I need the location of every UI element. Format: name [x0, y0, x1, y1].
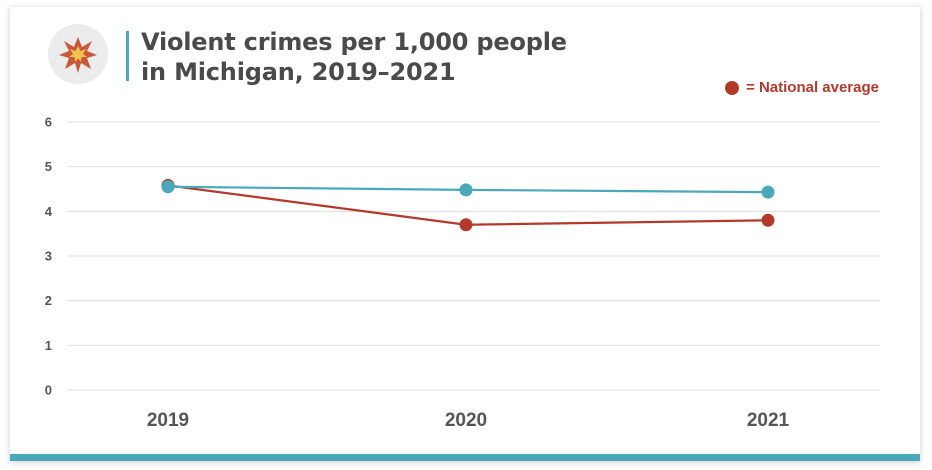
chart-card: Violent crimes per 1,000 people in Michi…	[10, 7, 920, 461]
title-accent-rule	[126, 31, 129, 81]
series-1-point-2021	[761, 213, 775, 227]
legend-label-national: National average	[758, 79, 879, 96]
y-tick-label-2: 2	[45, 293, 52, 308]
x-tick-label-2020: 2020	[445, 410, 487, 431]
bottom-accent-bar	[10, 454, 920, 461]
chart-title: Violent crimes per 1,000 people in Michi…	[141, 27, 701, 87]
y-tick-label-3: 3	[45, 249, 52, 264]
y-tick-label-4: 4	[45, 204, 53, 219]
legend: = National average	[725, 79, 879, 96]
series-0-point-2020	[459, 183, 473, 197]
chart-title-line-1: Violent crimes per 1,000 people	[141, 28, 567, 56]
chart-title-line-2: in Michigan, 2019–2021	[141, 58, 456, 86]
y-tick-label-5: 5	[45, 159, 52, 174]
y-tick-label-1: 1	[45, 338, 52, 353]
series-layer	[161, 178, 775, 232]
x-tick-label-2019: 2019	[147, 410, 189, 431]
x-tick-label-2021: 2021	[747, 410, 790, 431]
y-tick-label-0: 0	[45, 383, 52, 398]
legend-marker-national	[725, 80, 740, 95]
gridlines	[67, 121, 880, 391]
logo-badge	[48, 24, 108, 84]
legend-equals: =	[746, 79, 755, 96]
y-axis-ticks: 0 1 2 3 4 5 6	[45, 115, 53, 398]
series-0-point-2019	[161, 180, 175, 194]
y-tick-label-6: 6	[45, 115, 52, 130]
explosion-star-icon	[59, 37, 97, 73]
series-1-point-2020	[459, 218, 473, 232]
series-0-point-2021	[761, 185, 775, 199]
x-axis-ticks: 2019 2020 2021	[147, 410, 790, 431]
